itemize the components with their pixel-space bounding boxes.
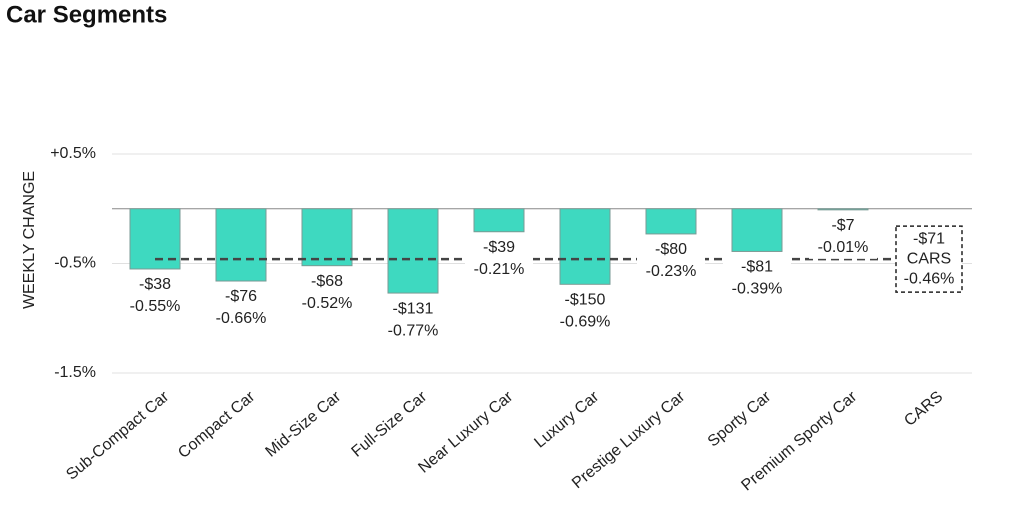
dollar-label: -$76 [225,288,257,305]
dollar-label: -$68 [311,273,343,290]
y-tick-label: -1.5% [54,364,96,381]
dollar-label: -$38 [139,276,171,293]
label-bg [121,273,189,318]
reference-dollar-label: -$71 [913,230,945,247]
bar [645,208,697,235]
label-bg [465,236,533,281]
value-label: -0.66% [216,310,267,327]
y-tick-label: +0.5% [50,145,96,162]
value-label: -0.39% [732,281,783,298]
reference-name: CARS [907,250,951,267]
x-tick-label: Full-Size Car [349,388,431,461]
x-tick-label: Compact Car [175,388,259,462]
x-tick-label: Sub-Compact Car [63,388,173,484]
label-bg [207,286,275,331]
bar [387,208,439,294]
reference-box [895,225,963,293]
dollar-label: -$39 [483,239,515,256]
x-tick-label: Near Luxury Car [415,388,516,477]
value-label: -0.77% [388,322,439,339]
value-label: -0.01% [818,239,869,256]
label-bg [723,256,791,301]
label-bg [379,298,447,343]
reference-value-label: -0.46% [904,270,955,287]
bar [473,208,525,233]
y-axis-title: WEEKLY CHANGE [21,171,38,309]
y-tick-label: -0.5% [54,255,96,272]
chart-title: Car Segments [6,1,167,28]
x-tick-label: CARS [901,388,946,430]
value-label: -0.55% [130,298,181,315]
label-bg [637,238,705,283]
dollar-label: -$131 [393,300,434,317]
dollar-label: -$81 [741,259,773,276]
bar [731,208,783,252]
value-label: -0.52% [302,295,353,312]
dollar-label: -$7 [831,217,854,234]
bar [215,208,267,282]
bar [817,208,869,211]
value-label: -0.69% [560,314,611,331]
label-bg [551,289,619,334]
x-tick-label: Mid-Size Car [263,388,345,461]
x-tick-label: Sporty Car [705,388,775,451]
value-label: -0.21% [474,261,525,278]
x-tick-label: Luxury Car [531,388,602,452]
dollar-label: -$150 [565,292,606,309]
label-bg [809,214,877,259]
bar [559,208,611,285]
bar [301,208,353,267]
label-bg [293,270,361,315]
value-label: -0.23% [646,263,697,280]
dollar-label: -$80 [655,241,687,258]
